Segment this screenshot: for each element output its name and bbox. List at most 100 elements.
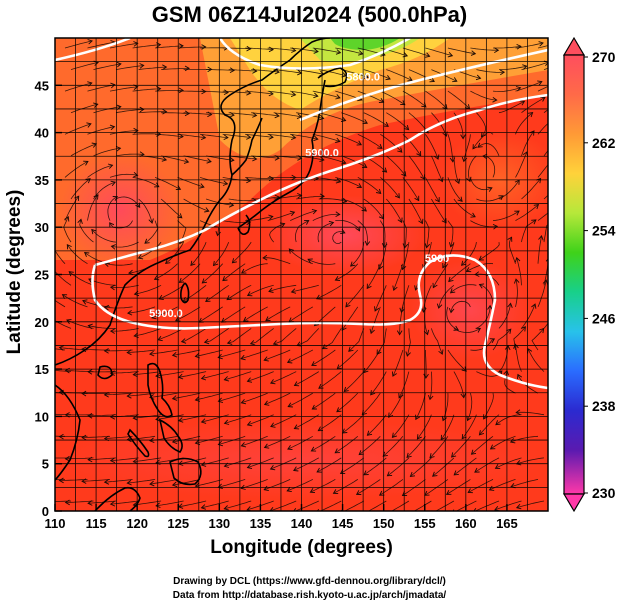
streamline-arrow [405, 351, 411, 357]
streamline-arrow [112, 196, 119, 201]
streamline [270, 414, 297, 427]
streamline-arrow [313, 92, 319, 99]
streamline-arrow [517, 373, 523, 380]
streamline [408, 69, 435, 82]
streamline-arrow [514, 256, 521, 263]
streamline-arrow [322, 344, 328, 350]
streamline-arrow [407, 76, 413, 82]
streamline-arrow [370, 390, 376, 396]
streamline [64, 40, 93, 49]
streamline [250, 328, 274, 345]
streamline [55, 270, 72, 286]
x-axis: 110 115 120 125 130 135 140 145 150 155 160 165 [45, 504, 518, 531]
streamline-arrow [200, 461, 207, 467]
streamline [537, 280, 547, 308]
streamline-arrow [492, 97, 498, 103]
streamline [388, 392, 404, 418]
streamline [66, 244, 88, 265]
streamline [65, 500, 94, 503]
streamline [316, 284, 342, 300]
y-tick-label: 10 [35, 409, 49, 424]
streamline-arrow [246, 177, 252, 184]
streamline [264, 349, 291, 361]
coastline-taiwan [180, 282, 190, 304]
streamline-arrow [126, 393, 132, 399]
streamline [241, 263, 268, 274]
streamline [431, 328, 443, 355]
streamline [183, 112, 212, 115]
streamline-arrow [85, 178, 91, 184]
streamline [335, 133, 362, 146]
streamline-arrow [416, 151, 422, 157]
streamline [425, 220, 430, 248]
streamline-arrow [382, 451, 388, 457]
streamline [241, 392, 268, 404]
streamline [165, 241, 184, 264]
streamline [287, 435, 313, 450]
streamline [269, 223, 285, 243]
streamline [468, 479, 494, 493]
streamline [431, 155, 443, 182]
streamline-arrow [460, 260, 467, 266]
streamline [319, 500, 342, 511]
streamline [363, 457, 387, 476]
streamline [318, 112, 346, 121]
streamline [492, 328, 512, 351]
streamline [357, 220, 368, 246]
streamline-arrow [397, 217, 403, 224]
streamline-arrow [355, 490, 362, 495]
colorbar-tick-label: 238 [592, 398, 616, 414]
streamline-arrow [240, 268, 247, 274]
streamline-arrow [229, 67, 235, 73]
streamline-arrow [249, 340, 256, 346]
streamline [151, 306, 178, 319]
streamline-arrow [279, 222, 286, 228]
streamline [157, 328, 184, 341]
streamline [138, 66, 167, 70]
streamline-arrow [290, 91, 297, 98]
streamline-arrow [126, 349, 132, 356]
streamline [495, 457, 522, 469]
streamline [312, 47, 341, 54]
streamline-arrow [531, 303, 537, 309]
coastline-hainan [97, 365, 113, 380]
streamline-arrow [449, 288, 456, 294]
streamline-arrow [222, 180, 229, 186]
streamline [425, 90, 448, 110]
y-tick-label: 0 [42, 504, 49, 519]
streamline-arrow [110, 82, 116, 89]
streamline-arrow [313, 48, 319, 54]
streamline-arrow [447, 51, 454, 58]
streamline [159, 284, 184, 300]
streamline-arrow [229, 157, 235, 163]
streamline [482, 155, 496, 178]
streamline [228, 69, 257, 72]
streamline-arrow [531, 219, 537, 225]
coastline-luzon [147, 362, 173, 418]
streamline [88, 414, 117, 417]
streamline-arrow [358, 50, 364, 56]
streamline-arrow [184, 110, 190, 117]
streamline [201, 500, 229, 509]
y-tick-label: 25 [35, 268, 49, 283]
streamline-arrow [498, 195, 504, 201]
streamline-arrow [363, 470, 369, 476]
streamline-arrow [204, 207, 210, 213]
streamline [333, 479, 359, 494]
streamline [498, 100, 525, 114]
streamline-arrow [64, 455, 70, 462]
streamline [521, 303, 536, 329]
x-tick-label: 130 [208, 516, 230, 531]
streamline-arrow [77, 218, 83, 225]
streamline [110, 371, 139, 374]
streamline-arrow [376, 188, 382, 194]
streamline-arrow [489, 338, 496, 344]
streamline-arrow [516, 43, 522, 50]
streamline [296, 69, 324, 75]
streamline [183, 198, 209, 212]
streamline [205, 284, 229, 302]
streamline [64, 82, 92, 92]
streamline-arrow [180, 338, 187, 344]
streamline [226, 284, 252, 300]
streamline-arrow [409, 471, 416, 477]
